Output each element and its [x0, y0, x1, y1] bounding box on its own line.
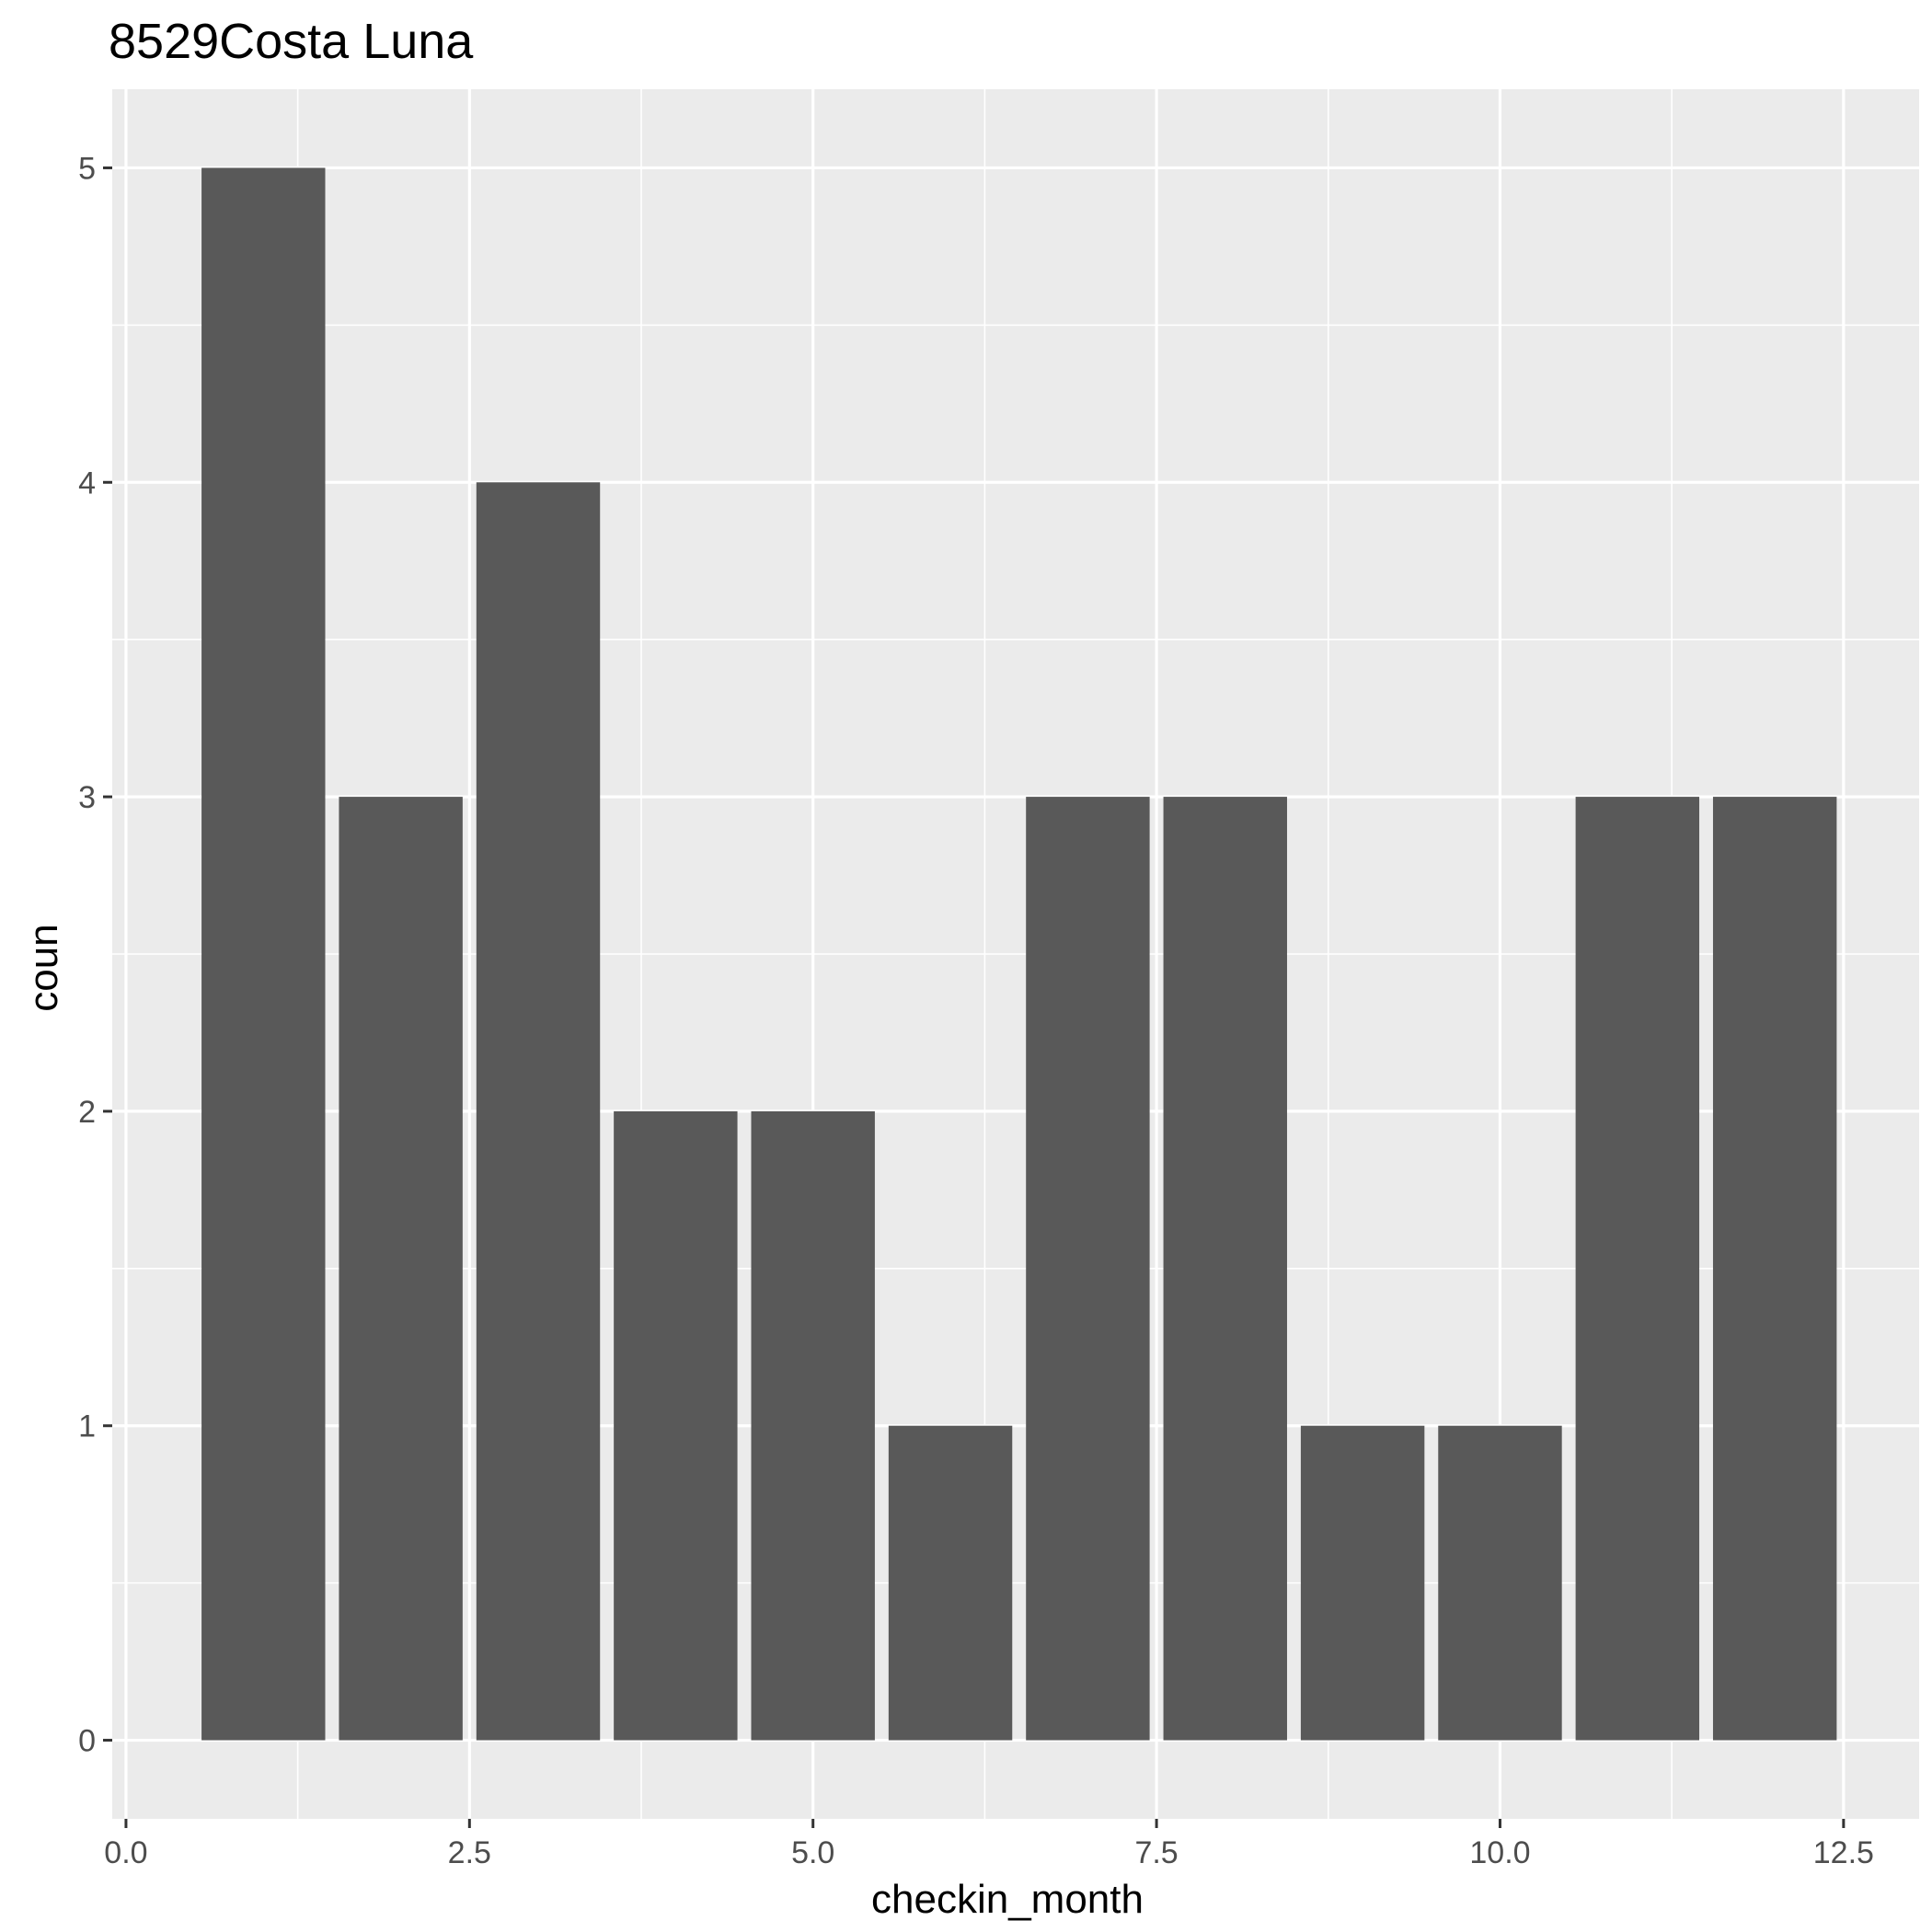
bar	[1575, 797, 1700, 1741]
bar	[1163, 797, 1287, 1741]
chart-title: 8529Costa Luna	[109, 14, 474, 69]
x-tick-label: 12.5	[1813, 1835, 1874, 1870]
bars	[201, 167, 1837, 1741]
bar	[476, 482, 601, 1741]
y-tick-label: 5	[78, 151, 96, 186]
y-tick-label: 4	[78, 466, 96, 500]
x-axis-label: checkin_month	[871, 1877, 1144, 1922]
bar	[1026, 797, 1150, 1741]
bar	[1438, 1425, 1562, 1741]
y-tick-label: 2	[78, 1095, 96, 1130]
bar	[201, 167, 326, 1741]
y-tick-label: 1	[78, 1409, 96, 1444]
x-tick-label: 10.0	[1469, 1835, 1530, 1870]
y-axis: 0 1 2 3 4 5	[78, 151, 112, 1759]
bar	[1300, 1425, 1425, 1741]
x-tick-label: 7.5	[1134, 1835, 1178, 1870]
bar	[1712, 797, 1837, 1741]
bar	[614, 1110, 738, 1741]
x-tick-label: 2.5	[448, 1835, 491, 1870]
bar	[751, 1110, 875, 1741]
x-tick-label: 0.0	[104, 1835, 147, 1870]
y-tick-label: 3	[78, 780, 96, 815]
bar	[888, 1425, 1013, 1741]
bar	[339, 797, 463, 1741]
y-tick-label: 0	[78, 1724, 96, 1759]
x-axis: 0.0 2.5 5.0 7.5 10.0 12.5	[104, 1819, 1874, 1870]
x-tick-label: 5.0	[791, 1835, 834, 1870]
